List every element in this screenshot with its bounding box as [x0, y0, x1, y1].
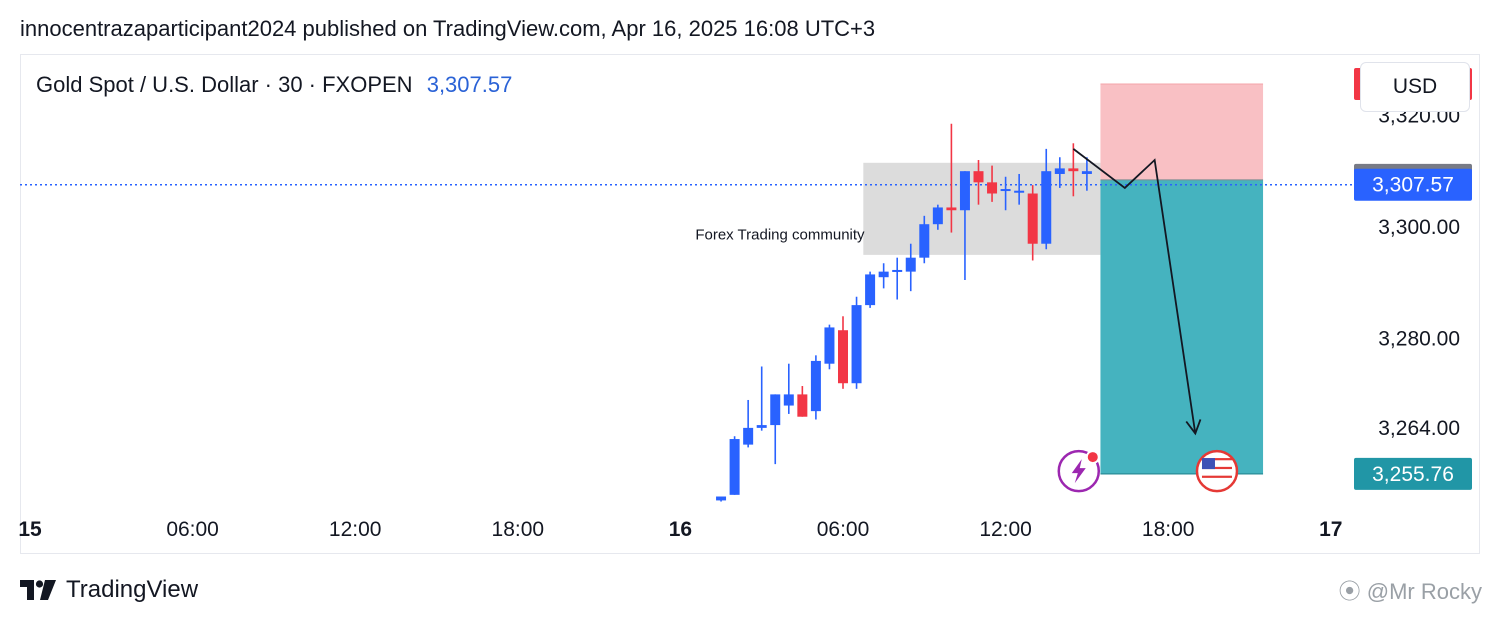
x-tick-label: 12:00 [329, 518, 382, 541]
symbol-legend[interactable]: Gold Spot / U.S. Dollar · 30 · FXOPEN 3,… [36, 72, 512, 98]
candle-up[interactable] [810, 360, 821, 412]
candle-up[interactable] [1014, 190, 1025, 193]
chart-frame [20, 54, 1480, 554]
candle-down[interactable] [973, 171, 984, 183]
lightning-icon[interactable] [1057, 449, 1101, 493]
candle-up[interactable] [756, 425, 767, 428]
event-icons-layer [1057, 449, 1239, 493]
x-tick-label: 16 [669, 518, 692, 541]
candle-up[interactable] [919, 224, 930, 258]
candle-up[interactable] [743, 427, 754, 445]
x-tick-label: 06:00 [817, 518, 870, 541]
flag-stripe [1201, 480, 1232, 483]
candle-up[interactable] [783, 394, 794, 406]
price-label-bg [1354, 168, 1472, 201]
candle-up[interactable] [824, 327, 835, 364]
y-tick-label: 3,264.00 [1378, 417, 1460, 440]
flag-stripe [1201, 466, 1232, 470]
candle-down[interactable] [838, 330, 848, 384]
y-tick-label: 3,280.00 [1378, 328, 1460, 351]
x-tick-label: 06:00 [166, 518, 219, 541]
y-axis: 3,320.003,300.003,280.003,264.003,325.63… [1354, 67, 1472, 490]
candle-up[interactable] [851, 305, 862, 384]
author-watermark: ⦿ @Mr Rocky [1338, 579, 1482, 604]
projection-path[interactable] [1072, 148, 1197, 434]
notification-dot [1085, 450, 1100, 465]
candle-down[interactable] [987, 182, 998, 194]
candle-up[interactable] [959, 171, 970, 211]
lightning-bolt [1071, 459, 1086, 484]
candle-up[interactable] [1081, 171, 1092, 174]
currency-button[interactable]: USD [1360, 62, 1470, 112]
flag-stripe [1201, 458, 1232, 461]
take-profit-zone[interactable] [1100, 179, 1264, 474]
projection-layer [1072, 148, 1202, 436]
candle-up[interactable] [716, 496, 727, 501]
candle-down[interactable] [1027, 193, 1038, 244]
projection-arrowhead [1185, 419, 1202, 436]
candle-up[interactable] [905, 257, 916, 272]
candle-down[interactable] [946, 207, 957, 211]
flag-canton [1201, 458, 1215, 470]
candles-layer [716, 123, 1092, 502]
flag-stripe [1201, 462, 1232, 465]
x-tick-label: 18:00 [1142, 518, 1195, 541]
candle-down[interactable] [797, 394, 808, 417]
tradingview-logo-icon [20, 580, 56, 600]
us-flag-icon[interactable] [1195, 449, 1239, 493]
candle-up[interactable] [892, 269, 903, 272]
price-label-last[interactable]: 3,307.57 [1354, 168, 1472, 201]
x-tick-label: 18:00 [492, 518, 545, 541]
candle-up[interactable] [865, 274, 876, 306]
position-tool-layer [1100, 83, 1264, 475]
candle-up[interactable] [1041, 171, 1052, 244]
candle-up[interactable] [729, 439, 740, 495]
tradingview-logo[interactable]: TradingView [20, 576, 198, 604]
tradingview-brand: TradingView [66, 576, 199, 603]
flag-stripe [1201, 475, 1232, 478]
price-label-text: 3,255.76 [1372, 463, 1454, 486]
candle-up[interactable] [932, 207, 943, 225]
annotation-text: Forex Trading community [695, 226, 865, 243]
publisher-line: innocentrazaparticipant2024 published on… [20, 16, 876, 41]
candle-up[interactable] [770, 394, 781, 426]
candle-up[interactable] [1054, 168, 1065, 174]
stop-loss-zone[interactable] [1100, 83, 1264, 180]
symbol-label: Gold Spot / U.S. Dollar · 30 · FXOPEN [36, 72, 413, 97]
candle-up[interactable] [878, 271, 889, 278]
legend-last-price: 3,307.57 [426, 72, 513, 97]
x-axis: 15 06:00 12:00 18:00 16 06:00 12:00 18:00 17 [18, 518, 1342, 541]
range-box-layer: Forex Trading community [695, 162, 1101, 255]
candle-up[interactable] [1000, 189, 1011, 192]
x-tick-label: 12:00 [979, 518, 1032, 541]
x-tick-label: 15 [18, 518, 42, 541]
flag-stripe [1201, 471, 1232, 474]
candle-down[interactable] [1068, 168, 1079, 172]
flag-icon-ring [1195, 449, 1239, 493]
price-label-text: 3,307.57 [1372, 174, 1454, 197]
price-label-target[interactable]: 3,255.76 [1354, 457, 1472, 490]
price-label-bg [1354, 457, 1472, 490]
y-tick-label: 3,300.00 [1378, 216, 1460, 239]
x-tick-label: 17 [1319, 518, 1342, 541]
